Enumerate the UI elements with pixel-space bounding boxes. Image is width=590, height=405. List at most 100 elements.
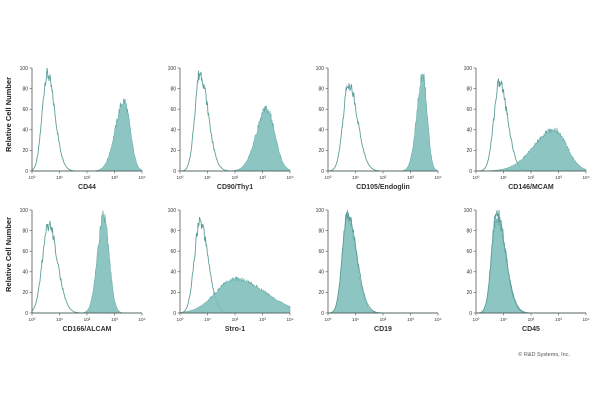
x-tick-label: 10³ <box>407 317 414 322</box>
y-tick-label: 60 <box>170 249 176 255</box>
y-tick-label: 100 <box>316 208 325 214</box>
y-tick-label: 40 <box>22 270 28 276</box>
y-tick-label: 60 <box>22 249 28 255</box>
histogram-panel-7: 0 20 40 60 80 100 10⁰ 10¹ 10² 10³ 10⁴ CD19 <box>316 208 442 333</box>
x-tick-label: 10² <box>380 317 387 322</box>
y-tick-label: 40 <box>318 270 324 276</box>
y-tick-label: 60 <box>318 249 324 255</box>
histogram-filled-series <box>327 209 438 314</box>
histogram-filled-series <box>180 105 291 172</box>
x-tick-label: 10⁴ <box>286 317 293 322</box>
y-tick-label: 100 <box>168 208 177 214</box>
x-tick-label: 10¹ <box>352 317 359 322</box>
y-tick-label: 80 <box>318 86 324 92</box>
x-tick-label: 10¹ <box>352 175 359 180</box>
y-tick-label: 80 <box>318 228 324 234</box>
x-tick-label: 10³ <box>555 317 562 322</box>
x-tick-label: 10² <box>528 175 535 180</box>
x-tick-label: 10⁰ <box>29 317 36 322</box>
y-tick-label: 80 <box>22 228 28 234</box>
x-tick-label: 10² <box>528 317 535 322</box>
x-tick-label: 10⁴ <box>434 317 441 322</box>
x-tick-label: 10¹ <box>56 175 63 180</box>
y-tick-label: 60 <box>22 107 28 113</box>
histogram-filled-series <box>475 127 587 172</box>
x-tick-label: 10⁰ <box>325 175 332 180</box>
histogram-panel-6: 0 20 40 60 80 100 10⁰ 10¹ 10² 10³ 10⁴ Stro-1 <box>168 208 294 333</box>
histogram-outline-series <box>31 220 142 314</box>
y-tick-label: 20 <box>170 290 176 296</box>
y-tick-label: 100 <box>464 208 473 214</box>
histogram-filled-series <box>179 276 291 314</box>
y-tick-label: 80 <box>466 228 472 234</box>
y-tick-label: 80 <box>170 86 176 92</box>
x-tick-label: 10¹ <box>204 317 211 322</box>
x-tick-label: 10⁴ <box>138 175 145 180</box>
y-tick-label: 40 <box>466 270 472 276</box>
x-tick-label: 10¹ <box>500 317 507 322</box>
x-tick-label: 10⁴ <box>286 175 293 180</box>
y-tick-label: 0 <box>173 169 176 175</box>
y-tick-label: 20 <box>22 290 28 296</box>
y-tick-label: 100 <box>168 66 177 72</box>
y-tick-label: 20 <box>22 148 28 154</box>
histogram-panel-8: 0 20 40 60 80 100 10⁰ 10¹ 10² 10³ 10⁴ CD45 <box>464 208 590 333</box>
x-axis-label: CD166/ALCAM <box>62 326 111 333</box>
y-tick-label: 0 <box>25 311 28 317</box>
copyright-notice: © R&D Systems, Inc. <box>518 352 570 358</box>
y-tick-label: 40 <box>170 128 176 134</box>
y-tick-label: 0 <box>469 169 472 175</box>
x-axis-label: CD90/Thy1 <box>217 184 253 191</box>
y-tick-label: 60 <box>318 107 324 113</box>
x-axis-label: CD44 <box>78 184 96 191</box>
x-axis-label: CD146/MCAM <box>508 184 554 191</box>
x-tick-label: 10³ <box>259 317 266 322</box>
y-tick-label: 20 <box>466 148 472 154</box>
x-tick-label: 10³ <box>407 175 414 180</box>
y-tick-label: 20 <box>170 148 176 154</box>
x-tick-label: 10⁰ <box>473 317 480 322</box>
y-tick-label: 100 <box>20 208 29 214</box>
y-tick-label: 0 <box>469 311 472 317</box>
x-tick-label: 10² <box>84 317 91 322</box>
histogram-filled-series <box>32 98 143 172</box>
x-tick-label: 10³ <box>259 175 266 180</box>
x-tick-label: 10⁴ <box>582 317 589 322</box>
y-tick-label: 60 <box>466 107 472 113</box>
x-tick-label: 10⁴ <box>434 175 441 180</box>
histogram-panel-3: 0 20 40 60 80 100 10⁰ 10¹ 10² 10³ 10⁴ CD105/Endogli… <box>316 66 442 191</box>
x-tick-label: 10⁰ <box>325 317 332 322</box>
y-tick-label: 80 <box>466 86 472 92</box>
x-tick-label: 10¹ <box>204 175 211 180</box>
y-tick-label: 40 <box>170 270 176 276</box>
x-tick-label: 10² <box>380 175 387 180</box>
x-axis-label: Stro-1 <box>225 326 245 333</box>
y-axis-label-row-1: Relative Cell Number <box>4 76 13 152</box>
x-axis-label: CD19 <box>374 326 392 333</box>
y-tick-label: 40 <box>318 128 324 134</box>
histogram-panel-1: 0 20 40 60 80 100 10⁰ 10¹ 10² 10³ 10⁴ CD44 <box>20 66 146 191</box>
x-tick-label: 10⁴ <box>138 317 145 322</box>
y-tick-label: 20 <box>466 290 472 296</box>
histogram-filled-series <box>475 213 586 314</box>
histogram-panel-4: 0 20 40 60 80 100 10⁰ 10¹ 10² 10³ 10⁴ CD146/MCAM <box>464 66 590 191</box>
y-tick-label: 0 <box>321 169 324 175</box>
y-tick-label: 100 <box>20 66 29 72</box>
x-tick-label: 10² <box>232 317 239 322</box>
x-tick-label: 10² <box>232 175 239 180</box>
y-tick-label: 20 <box>318 290 324 296</box>
y-tick-label: 60 <box>170 107 176 113</box>
y-tick-label: 80 <box>170 228 176 234</box>
x-tick-label: 10⁰ <box>29 175 36 180</box>
y-tick-label: 60 <box>466 249 472 255</box>
y-tick-label: 100 <box>464 66 473 72</box>
y-tick-label: 0 <box>25 169 28 175</box>
y-tick-label: 40 <box>22 128 28 134</box>
x-tick-label: 10⁰ <box>177 317 184 322</box>
x-axis-label: CD105/Endoglin <box>356 184 410 191</box>
y-tick-label: 100 <box>316 66 325 72</box>
x-tick-label: 10³ <box>111 175 118 180</box>
y-tick-label: 40 <box>466 128 472 134</box>
y-tick-label: 20 <box>318 148 324 154</box>
